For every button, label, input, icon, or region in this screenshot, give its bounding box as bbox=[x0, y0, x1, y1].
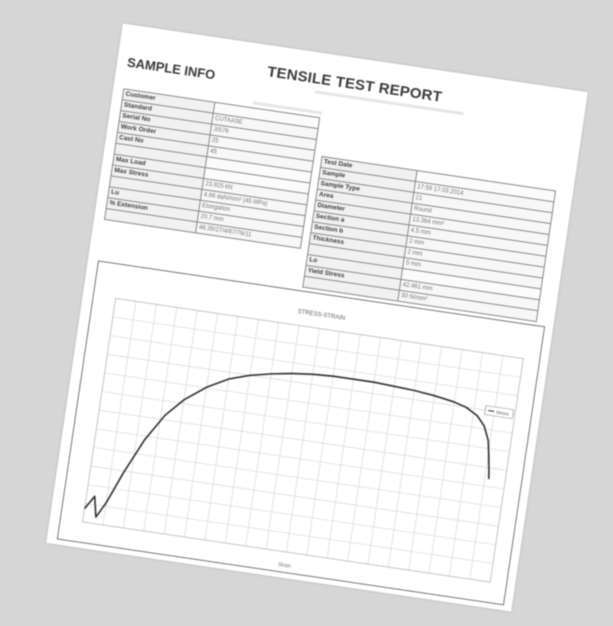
legend-box bbox=[484, 405, 514, 419]
grid-line-horizontal bbox=[96, 428, 505, 490]
grid-line-horizontal bbox=[101, 391, 510, 453]
sample-info-table-left: Customer Standard CUTAASE Serial No JIS76 Wor… bbox=[104, 88, 320, 249]
grid-line-horizontal bbox=[107, 353, 516, 415]
chart-title: STRESS-STRAIN bbox=[297, 309, 345, 322]
grid-line-horizontal bbox=[88, 484, 496, 546]
grid-line-horizontal bbox=[90, 465, 499, 527]
chart-canvas: STRESS-STRAIN Strain Stress bbox=[82, 297, 524, 583]
section-title: SAMPLE INFO bbox=[126, 54, 217, 83]
legend-label: Stress bbox=[496, 410, 510, 417]
grid-line-horizontal bbox=[104, 372, 513, 434]
series-line-stress bbox=[83, 372, 490, 518]
grid-line-horizontal bbox=[110, 335, 518, 397]
grid-line-horizontal bbox=[99, 409, 507, 471]
legend-swatch bbox=[488, 410, 495, 412]
x-axis-label: Strain bbox=[277, 562, 291, 570]
report-page: TENSILE TEST REPORT SAMPLE INFO Customer… bbox=[46, 23, 588, 612]
grid-line-horizontal bbox=[85, 502, 494, 564]
stress-strain-chart: STRESS-STRAIN Strain Stress bbox=[56, 260, 546, 606]
grid-line-horizontal bbox=[93, 447, 502, 508]
report-title: TENSILE TEST REPORT bbox=[266, 63, 444, 106]
plot-area bbox=[82, 297, 524, 583]
grid-line-horizontal bbox=[112, 316, 521, 378]
